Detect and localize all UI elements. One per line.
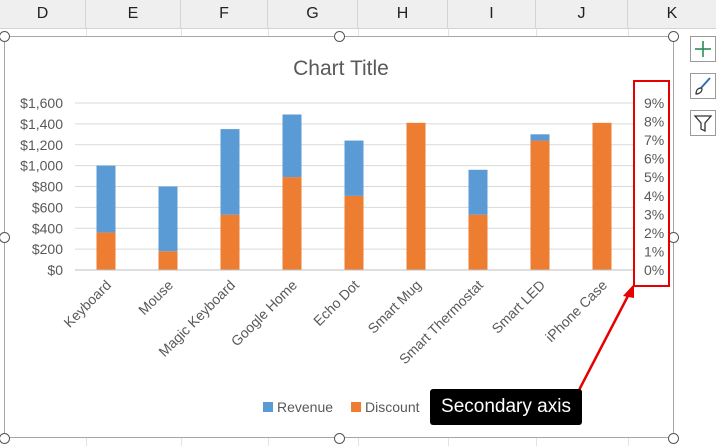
- y2-tick-label: 5%: [644, 169, 664, 185]
- column-header-k[interactable]: K: [666, 5, 678, 22]
- y-tick-label: $400: [32, 220, 63, 236]
- legend-swatch-discount: [351, 402, 362, 412]
- bar-discount: [220, 214, 240, 270]
- y-tick-label: $600: [32, 199, 63, 215]
- bar-discount: [592, 122, 612, 270]
- plus-icon: [695, 41, 711, 57]
- bar-discount: [282, 177, 302, 270]
- chart-area[interactable]: Chart Title $0 $200 $400 $600 $800 $1,000 $1,2…: [4, 36, 674, 438]
- y-tick-label: $1,600: [20, 95, 63, 111]
- y-tick-label: $1,000: [20, 158, 63, 174]
- bar-revenue: [96, 165, 116, 233]
- y2-tick-label: 8%: [644, 114, 664, 130]
- y-tick-label: $1,400: [20, 116, 63, 132]
- resize-handle-top-right[interactable]: [668, 31, 679, 42]
- bar-revenue: [468, 169, 488, 215]
- brush-icon: [695, 77, 711, 95]
- bar-revenue: [282, 114, 302, 178]
- bar-revenue: [344, 140, 364, 196]
- column-header-g[interactable]: G: [268, 0, 358, 28]
- legend-label-discount: Discount: [365, 399, 420, 415]
- y2-tick-label: 0%: [644, 262, 664, 278]
- bar-revenue: [220, 129, 240, 215]
- column-header-d[interactable]: D: [0, 0, 86, 28]
- resize-handle-bottom[interactable]: [334, 433, 345, 444]
- bar-discount: [406, 122, 426, 270]
- column-header-e[interactable]: E: [86, 0, 181, 28]
- secondary-axis-highlight: [633, 80, 670, 287]
- y-tick-label: $1,200: [20, 137, 63, 153]
- column-header-f[interactable]: F: [181, 0, 268, 28]
- legend-label-revenue: Revenue: [277, 399, 333, 415]
- chart-title[interactable]: Chart Title: [293, 57, 389, 80]
- y-tick-label: $800: [32, 179, 63, 195]
- secondary-y-axis: 0% 1% 2% 3% 4% 5% 6% 7% 8% 9%: [644, 95, 664, 278]
- y2-tick-label: 6%: [644, 151, 664, 167]
- column-header-j[interactable]: J: [536, 0, 628, 28]
- resize-handle-left[interactable]: [0, 232, 10, 243]
- chart-elements-button[interactable]: [690, 36, 716, 62]
- column-headers: D E F G H I J K: [0, 0, 716, 29]
- legend-swatch-revenue: [263, 402, 273, 412]
- chart-svg: Chart Title $0 $200 $400 $600 $800 $1,000 $1,2…: [20, 57, 664, 415]
- bar-discount: [468, 214, 488, 270]
- bar-revenue: [530, 134, 550, 141]
- y2-tick-label: 3%: [644, 206, 664, 222]
- bar-revenue: [158, 186, 178, 252]
- resize-handle-top-left[interactable]: [0, 31, 10, 42]
- resize-handle-top[interactable]: [334, 31, 345, 42]
- bar-discount: [96, 232, 116, 270]
- y2-tick-label: 1%: [644, 243, 664, 259]
- column-header-h[interactable]: H: [358, 0, 448, 28]
- y2-tick-label: 4%: [644, 188, 664, 204]
- filter-icon: [693, 115, 713, 133]
- bar-discount: [530, 140, 550, 270]
- bar-discount: [158, 251, 178, 270]
- y2-tick-label: 7%: [644, 132, 664, 148]
- secondary-axis-callout: Secondary axis: [430, 389, 582, 425]
- y2-tick-label: 2%: [644, 225, 664, 241]
- y2-tick-label: 9%: [644, 95, 664, 111]
- resize-handle-bottom-right[interactable]: [668, 433, 679, 444]
- bar-discount: [344, 195, 364, 270]
- y-axis: $0 $200 $400 $600 $800 $1,000 $1,200 $1,400 $1,6…: [20, 95, 63, 278]
- y-tick-label: $200: [32, 241, 63, 257]
- resize-handle-bottom-left[interactable]: [0, 433, 10, 444]
- y-tick-label: $0: [47, 262, 63, 278]
- legend: Revenue Discount: [263, 399, 420, 415]
- column-header-i[interactable]: I: [448, 0, 536, 28]
- bars-layer: [96, 114, 612, 270]
